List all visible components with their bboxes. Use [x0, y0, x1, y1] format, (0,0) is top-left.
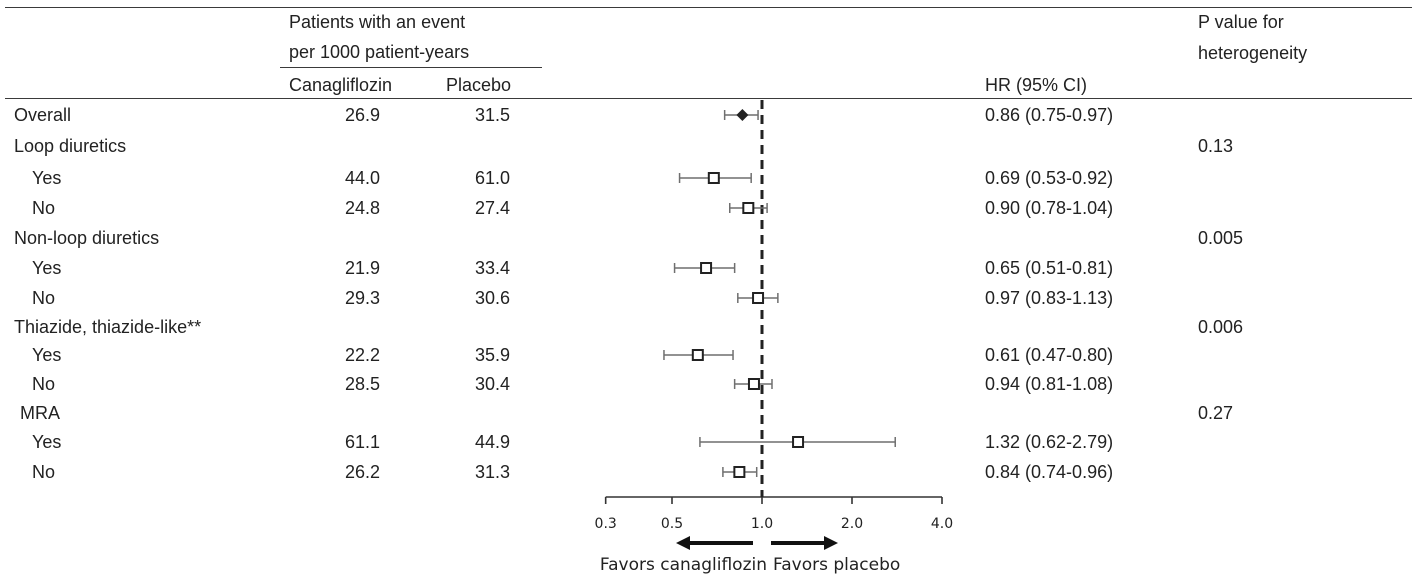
hr-value: 0.84 (0.74-0.96) — [985, 462, 1114, 482]
placebo-rate: 27.4 — [474, 198, 510, 218]
favors-placebo-label: Favors placebo — [773, 555, 900, 575]
p-value-header-line2: heterogeneity — [1198, 43, 1308, 63]
x-tick-label: 1.0 — [751, 516, 773, 532]
hr-value: 0.97 (0.83-1.13) — [985, 288, 1114, 308]
hr-value: 0.94 (0.81-1.08) — [985, 374, 1114, 394]
hr-value: 1.32 (0.62-2.79) — [985, 432, 1114, 452]
row-label-loop-diuretics: Loop diuretics — [14, 136, 127, 156]
row-label-no: No — [32, 288, 56, 308]
p-value: 0.13 — [1198, 136, 1234, 156]
top-rule — [5, 7, 1412, 8]
x-tick-label: 4.0 — [931, 516, 953, 532]
x-tick-label: 2.0 — [841, 516, 863, 532]
x-tick-label: 0.5 — [661, 516, 683, 532]
point-estimate-square — [792, 436, 805, 448]
cana-rate: 29.3 — [344, 288, 380, 308]
cana-rate: 61.1 — [344, 432, 380, 452]
row-label-mra: MRA — [20, 403, 60, 423]
placebo-rate: 30.6 — [474, 288, 510, 308]
point-estimate-square — [733, 466, 746, 478]
favors-canagliflozin-label: Favors canagliflozin — [600, 555, 767, 575]
hr-value: 0.90 (0.78-1.04) — [985, 198, 1114, 218]
row-label-thiazide: Thiazide, thiazide-like** — [14, 317, 202, 337]
placebo-rate: 33.4 — [474, 258, 510, 278]
placebo-rate: 44.9 — [474, 432, 510, 452]
row-label-yes: Yes — [32, 168, 62, 188]
cana-rate: 24.8 — [344, 198, 380, 218]
favors-left-arrowhead — [676, 536, 690, 550]
cana-rate: 26.9 — [344, 105, 380, 125]
hr-value: 0.69 (0.53-0.92) — [985, 168, 1114, 188]
placebo-rate: 35.9 — [474, 345, 510, 365]
header-bottom-rule — [5, 98, 1412, 99]
row-label-no: No — [32, 462, 56, 482]
point-estimate-square — [691, 349, 704, 361]
point-estimate-square — [747, 378, 760, 390]
p-value: 0.005 — [1198, 228, 1244, 248]
cana-rate: 28.5 — [344, 374, 380, 394]
p-value-header-line1: P value for — [1198, 12, 1284, 32]
p-value: 0.006 — [1198, 317, 1244, 337]
x-tick-label: 0.3 — [595, 516, 617, 532]
row-label-yes: Yes — [32, 258, 62, 278]
p-value: 0.27 — [1198, 403, 1234, 423]
row-label-no: No — [32, 374, 56, 394]
hr-column-header: HR (95% CI) — [985, 75, 1088, 95]
canagliflozin-column-header: Canagliflozin — [289, 75, 393, 95]
point-estimate-square — [742, 202, 755, 214]
cana-rate: 21.9 — [344, 258, 380, 278]
row-label-non-loop-diuretics: Non-loop diuretics — [14, 228, 160, 248]
placebo-rate: 61.0 — [474, 168, 510, 188]
cana-rate: 44.0 — [344, 168, 380, 188]
cana-rate: 26.2 — [344, 462, 380, 482]
row-label-yes: Yes — [32, 432, 62, 452]
placebo-rate: 31.5 — [474, 105, 510, 125]
placebo-column-header: Placebo — [446, 75, 512, 95]
hr-value: 0.61 (0.47-0.80) — [985, 345, 1114, 365]
point-estimate-square — [707, 172, 720, 184]
cana-rate: 22.2 — [344, 345, 380, 365]
point-estimate-square — [700, 262, 713, 274]
placebo-rate: 31.3 — [474, 462, 510, 482]
hr-value: 0.86 (0.75-0.97) — [985, 105, 1114, 125]
row-label-yes: Yes — [32, 345, 62, 365]
event-header-line2: per 1000 patient-years — [289, 42, 470, 62]
favors-right-arrowhead — [824, 536, 838, 550]
placebo-rate: 30.4 — [474, 374, 510, 394]
point-estimate-square — [752, 292, 765, 304]
hr-value: 0.65 (0.51-0.81) — [985, 258, 1114, 278]
row-label-overall: Overall — [14, 105, 72, 125]
point-estimate-diamond — [736, 109, 749, 121]
event-header-line1: Patients with an event — [289, 12, 466, 32]
row-label-no: No — [32, 198, 56, 218]
event-group-rule — [280, 67, 542, 68]
